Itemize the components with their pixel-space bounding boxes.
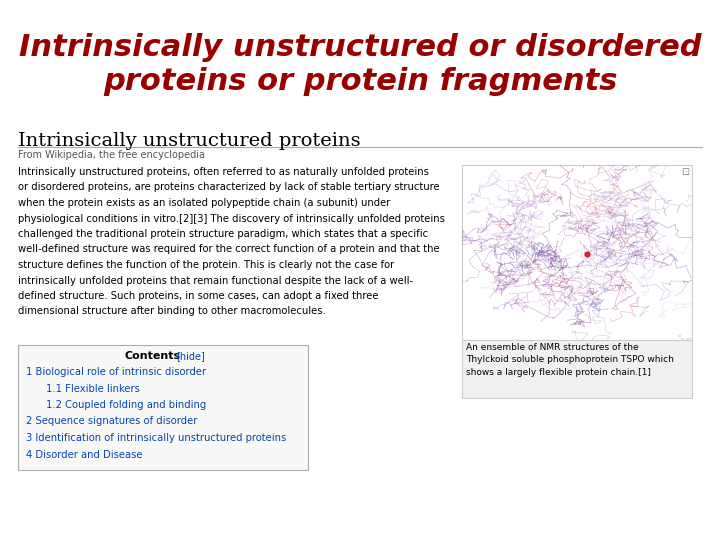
Text: dimensional structure after binding to other macromolecules.: dimensional structure after binding to o… (18, 307, 325, 316)
Text: intrinsically unfolded proteins that remain functional despite the lack of a wel: intrinsically unfolded proteins that rem… (18, 275, 413, 286)
Text: structure defines the function of the protein. This is clearly not the case for: structure defines the function of the pr… (18, 260, 395, 270)
Text: 2 Sequence signatures of disorder: 2 Sequence signatures of disorder (26, 416, 197, 427)
Text: ⊡: ⊡ (681, 167, 689, 177)
Text: defined structure. Such proteins, in some cases, can adopt a fixed three: defined structure. Such proteins, in som… (18, 291, 379, 301)
Text: Intrinsically unstructured or disordered: Intrinsically unstructured or disordered (19, 33, 701, 63)
Text: An ensemble of NMR structures of the
Thylckoid soluble phosphoprotein TSPO which: An ensemble of NMR structures of the Thy… (466, 343, 674, 377)
Text: well-defined structure was required for the correct function of a protein and th: well-defined structure was required for … (18, 245, 440, 254)
Text: [hide]: [hide] (176, 351, 205, 361)
Text: when the protein exists as an isolated polypeptide chain (a subunit) under: when the protein exists as an isolated p… (18, 198, 390, 208)
Text: 1.2 Coupled folding and binding: 1.2 Coupled folding and binding (46, 400, 206, 410)
Bar (462, 340, 692, 398)
Text: or disordered proteins, are proteins characterized by lack of stable tertiary st: or disordered proteins, are proteins cha… (18, 183, 440, 192)
Text: Intrinsically unstructured proteins: Intrinsically unstructured proteins (18, 132, 361, 150)
Text: proteins or protein fragments: proteins or protein fragments (103, 68, 617, 97)
Text: From Wikipedia, the free encyclopedia: From Wikipedia, the free encyclopedia (18, 150, 205, 160)
Text: challenged the traditional protein structure paradigm, which states that a speci: challenged the traditional protein struc… (18, 229, 428, 239)
Text: Intrinsically unstructured proteins, often referred to as naturally unfolded pro: Intrinsically unstructured proteins, oft… (18, 167, 429, 177)
Bar (462, 165, 692, 340)
Text: physiological conditions in vitro.[2][3] The discovery of intrinsically unfolded: physiological conditions in vitro.[2][3]… (18, 213, 445, 224)
Text: 1.1 Flexible linkers: 1.1 Flexible linkers (46, 383, 140, 394)
Bar (0, 128, 720, 540)
Bar (18, 345, 308, 470)
Text: 3 Identification of intrinsically unstructured proteins: 3 Identification of intrinsically unstru… (26, 433, 287, 443)
Text: 4 Disorder and Disease: 4 Disorder and Disease (26, 449, 143, 460)
Text: Contents: Contents (125, 351, 181, 361)
Text: 1 Biological role of intrinsic disorder: 1 Biological role of intrinsic disorder (26, 367, 206, 377)
